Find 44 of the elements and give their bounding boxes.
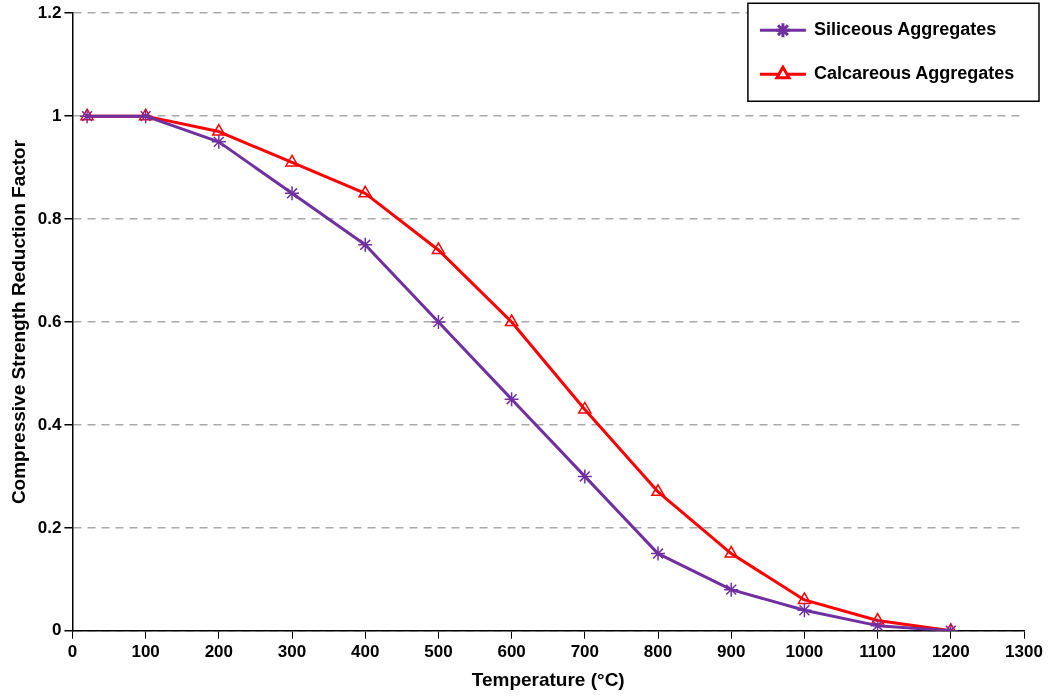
point bbox=[430, 314, 447, 330]
x-tick-label: 600 bbox=[497, 641, 526, 661]
point bbox=[723, 581, 739, 598]
legend-label: Calcareous Aggregates bbox=[813, 63, 1015, 84]
y-tick-label: 0.6 bbox=[37, 311, 62, 331]
x-tick-label: 300 bbox=[277, 641, 307, 661]
x-tick-label: 100 bbox=[131, 641, 160, 661]
point bbox=[504, 314, 519, 327]
x-tick-label: 1100 bbox=[859, 641, 897, 661]
point bbox=[870, 612, 885, 625]
point bbox=[797, 592, 812, 605]
point bbox=[577, 468, 593, 485]
x-tick-label: 200 bbox=[204, 641, 234, 661]
point bbox=[211, 134, 227, 150]
x-axis-title: Temperature (°C) bbox=[471, 668, 625, 690]
point bbox=[796, 602, 813, 618]
point bbox=[357, 237, 373, 253]
x-tick-label: 400 bbox=[351, 641, 380, 661]
x-tick-label: 1200 bbox=[931, 641, 970, 661]
x-tick-label: 1300 bbox=[1005, 641, 1043, 661]
y-tick-label: 1.2 bbox=[37, 2, 62, 22]
x-tick-label: 800 bbox=[643, 641, 673, 661]
y-tick-label: 0 bbox=[51, 620, 62, 640]
point bbox=[431, 242, 446, 255]
y-tick-label: 0.8 bbox=[37, 208, 62, 228]
point bbox=[285, 154, 299, 167]
point bbox=[284, 185, 300, 202]
point bbox=[724, 545, 739, 558]
point bbox=[578, 401, 592, 414]
y-tick-label: 0.2 bbox=[37, 517, 62, 537]
x-tick-label: 900 bbox=[717, 641, 746, 661]
x-tick-label: 700 bbox=[570, 641, 599, 661]
x-tick-label: 1000 bbox=[785, 641, 824, 661]
x-tick-label: 500 bbox=[424, 641, 453, 661]
point bbox=[503, 391, 520, 407]
point bbox=[212, 123, 226, 136]
y-axis-title: Compressive Strength Reduction Factor bbox=[7, 139, 29, 505]
point bbox=[651, 484, 665, 497]
y-tick-label: 0.4 bbox=[37, 414, 62, 434]
point bbox=[650, 545, 666, 562]
y-tick-label: 1 bbox=[51, 105, 62, 125]
x-tick-label: 0 bbox=[67, 641, 78, 661]
point bbox=[358, 185, 373, 198]
legend-label: Siliceous Aggregates bbox=[813, 19, 997, 40]
